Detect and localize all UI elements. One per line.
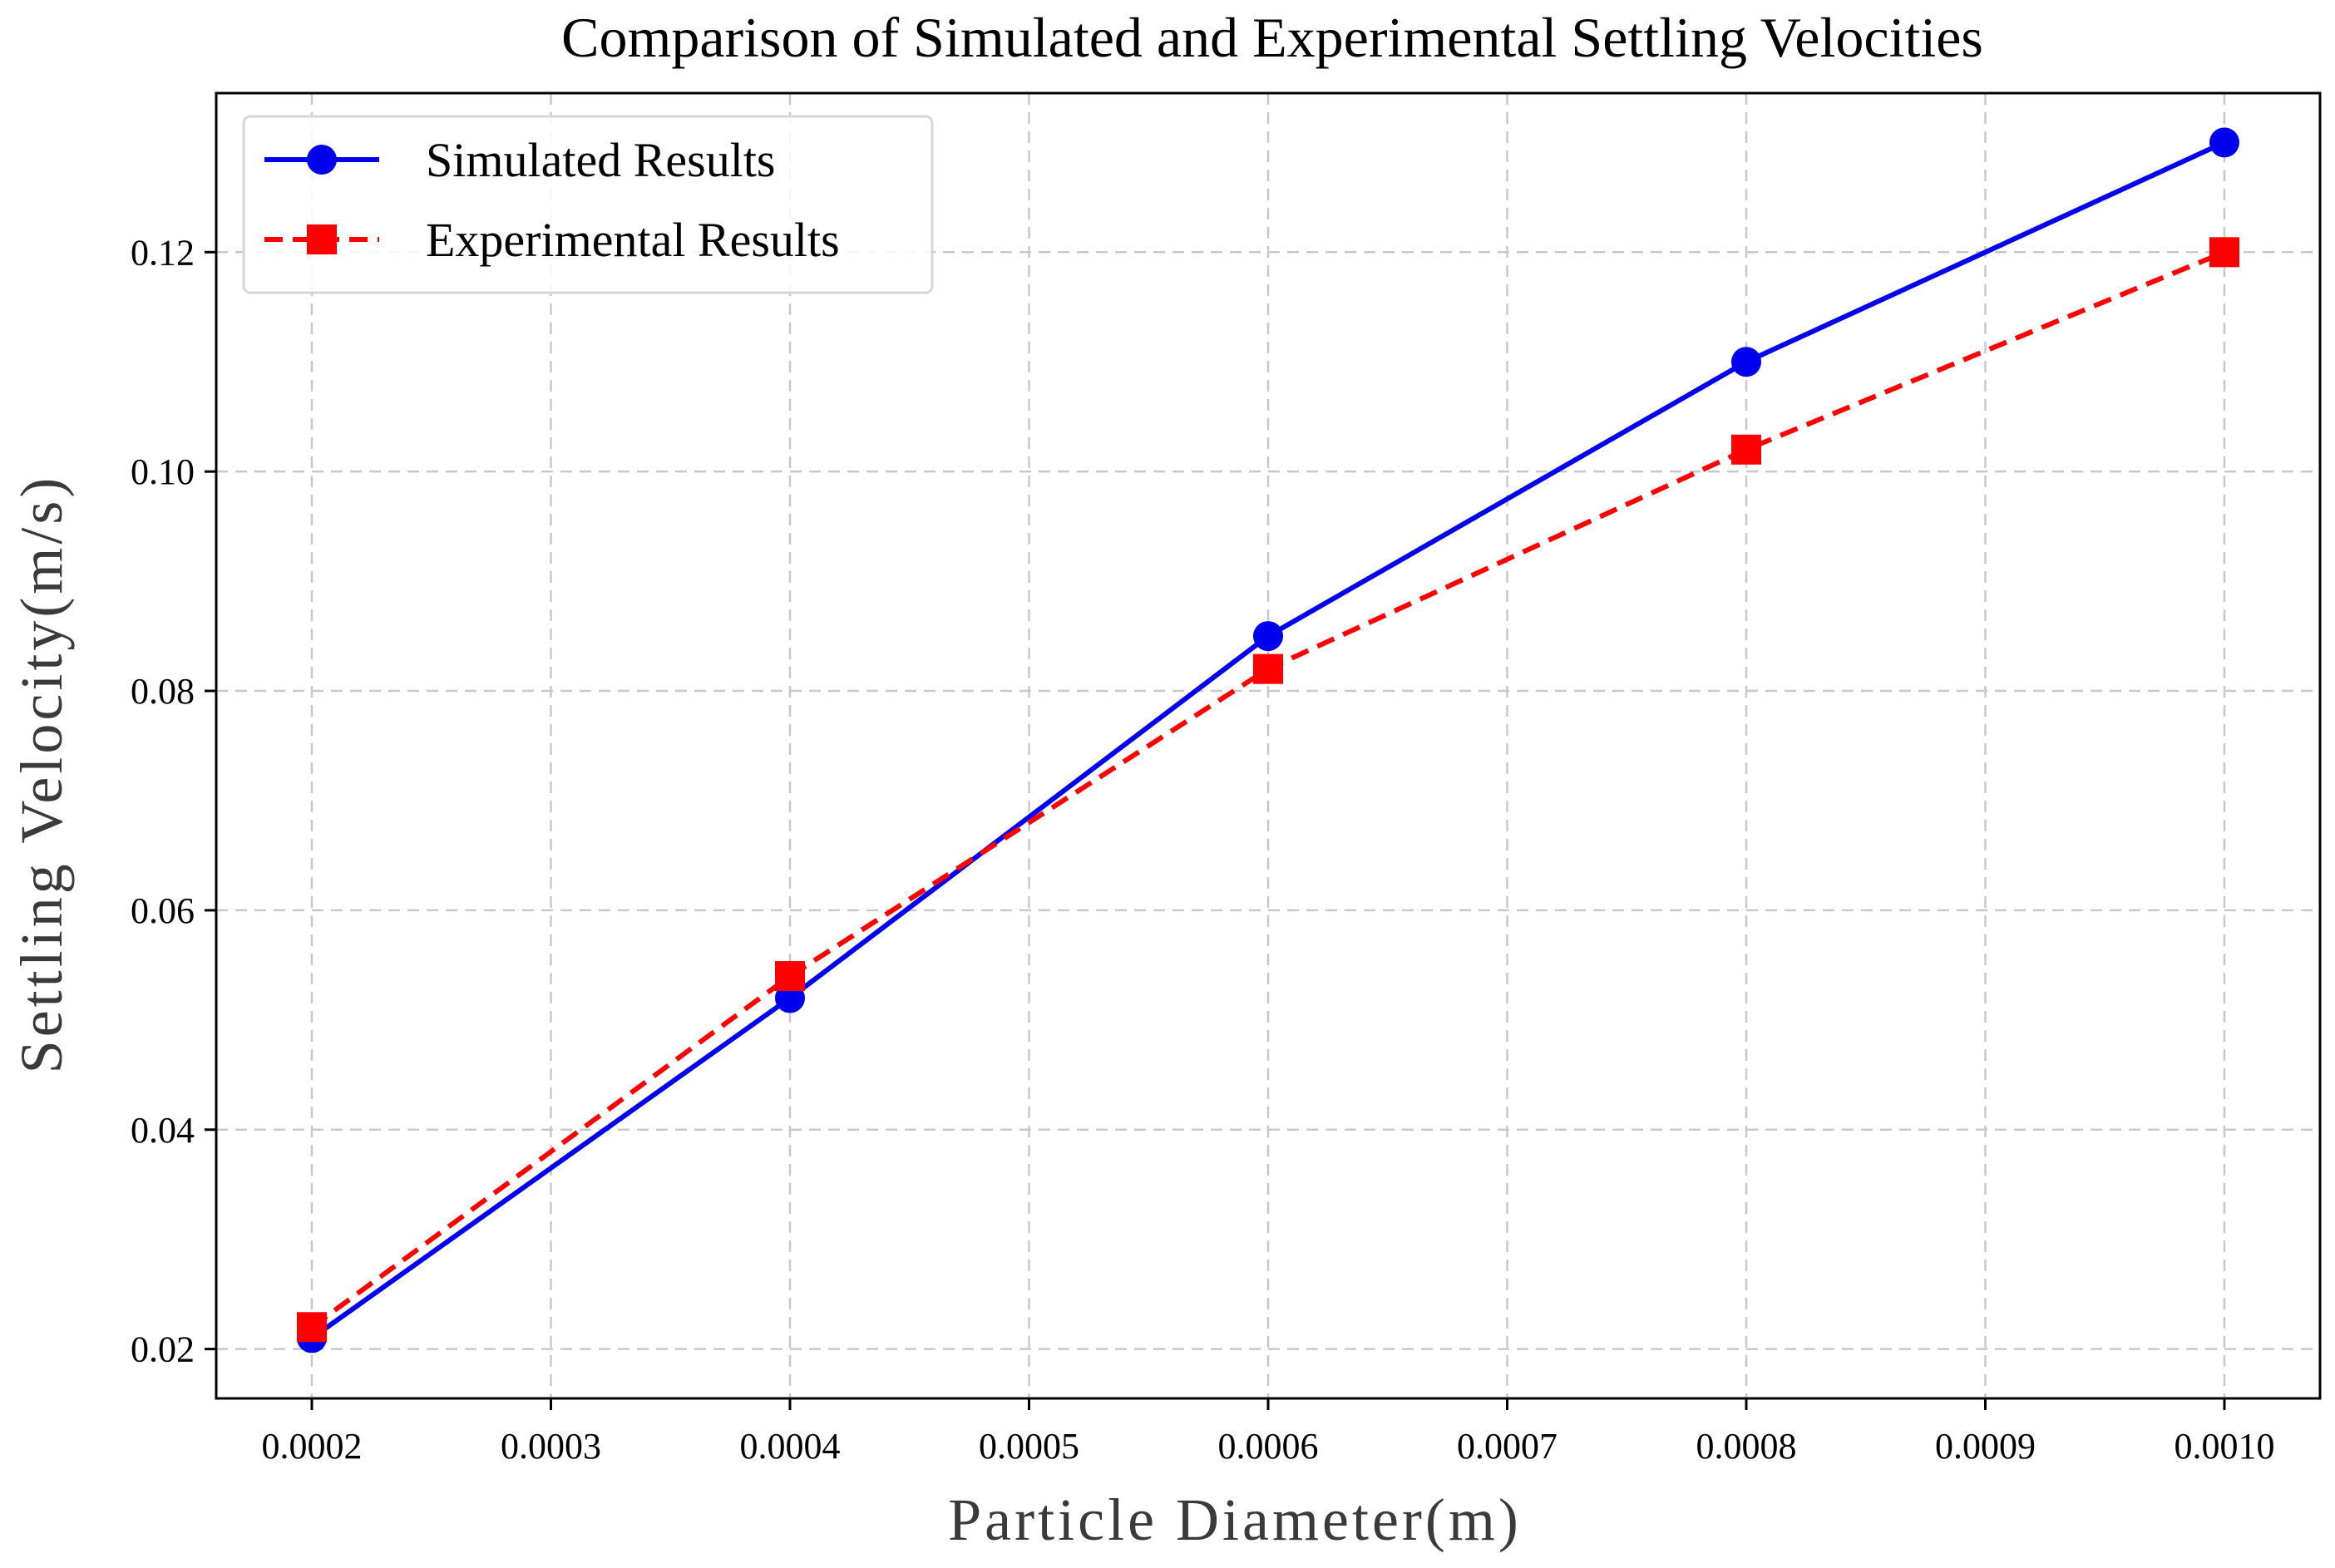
data-point [297, 1312, 327, 1343]
y-tick-label: 0.10 [131, 451, 195, 492]
y-tick-label: 0.02 [131, 1329, 195, 1370]
x-tick-label: 0.0002 [262, 1426, 363, 1467]
y-tick-label: 0.04 [131, 1110, 195, 1151]
y-axis-ticks: 0.02 0.04 0.06 0.08 0.10 0.12 [131, 232, 216, 1370]
x-tick-label: 0.0006 [1218, 1426, 1319, 1467]
x-axis-label: Particle Diameter(m) [948, 1487, 1522, 1553]
x-tick-label: 0.0009 [1935, 1426, 2036, 1467]
x-tick-label: 0.0008 [1696, 1426, 1797, 1467]
y-axis-label: Settling Velocity(m/s) [8, 475, 75, 1074]
y-tick-label: 0.08 [131, 671, 195, 712]
chart-title: Comparison of Simulated and Experimental… [561, 6, 1983, 69]
data-point [2209, 127, 2239, 158]
y-tick-label: 0.12 [131, 232, 195, 273]
legend-marker-square [307, 224, 337, 254]
x-tick-label: 0.0007 [1457, 1426, 1557, 1467]
x-tick-label: 0.0010 [2175, 1426, 2275, 1467]
x-tick-label: 0.0004 [740, 1426, 841, 1467]
legend-label: Experimental Results [426, 213, 840, 267]
legend-label: Simulated Results [426, 133, 776, 187]
legend-entries: Simulated Results Experimental Results [264, 133, 840, 267]
x-tick-label: 0.0003 [501, 1426, 601, 1467]
data-series [297, 127, 2239, 1354]
data-point [1731, 347, 1761, 377]
y-tick-label: 0.06 [131, 890, 195, 931]
data-point [1253, 621, 1283, 652]
series-experimental [297, 237, 2239, 1343]
data-point [2209, 237, 2239, 268]
data-point [1731, 434, 1761, 465]
legend-marker-circle [307, 145, 337, 175]
legend: Simulated Results Experimental Results [242, 115, 934, 294]
x-tick-label: 0.0005 [979, 1426, 1079, 1467]
series-simulated [297, 127, 2239, 1354]
data-point [775, 961, 805, 992]
legend-box [242, 115, 934, 294]
data-point [1253, 653, 1283, 684]
x-axis-ticks: 0.0002 0.0003 0.0004 0.0005 0.0006 0.0007 0.00… [262, 1398, 2275, 1467]
